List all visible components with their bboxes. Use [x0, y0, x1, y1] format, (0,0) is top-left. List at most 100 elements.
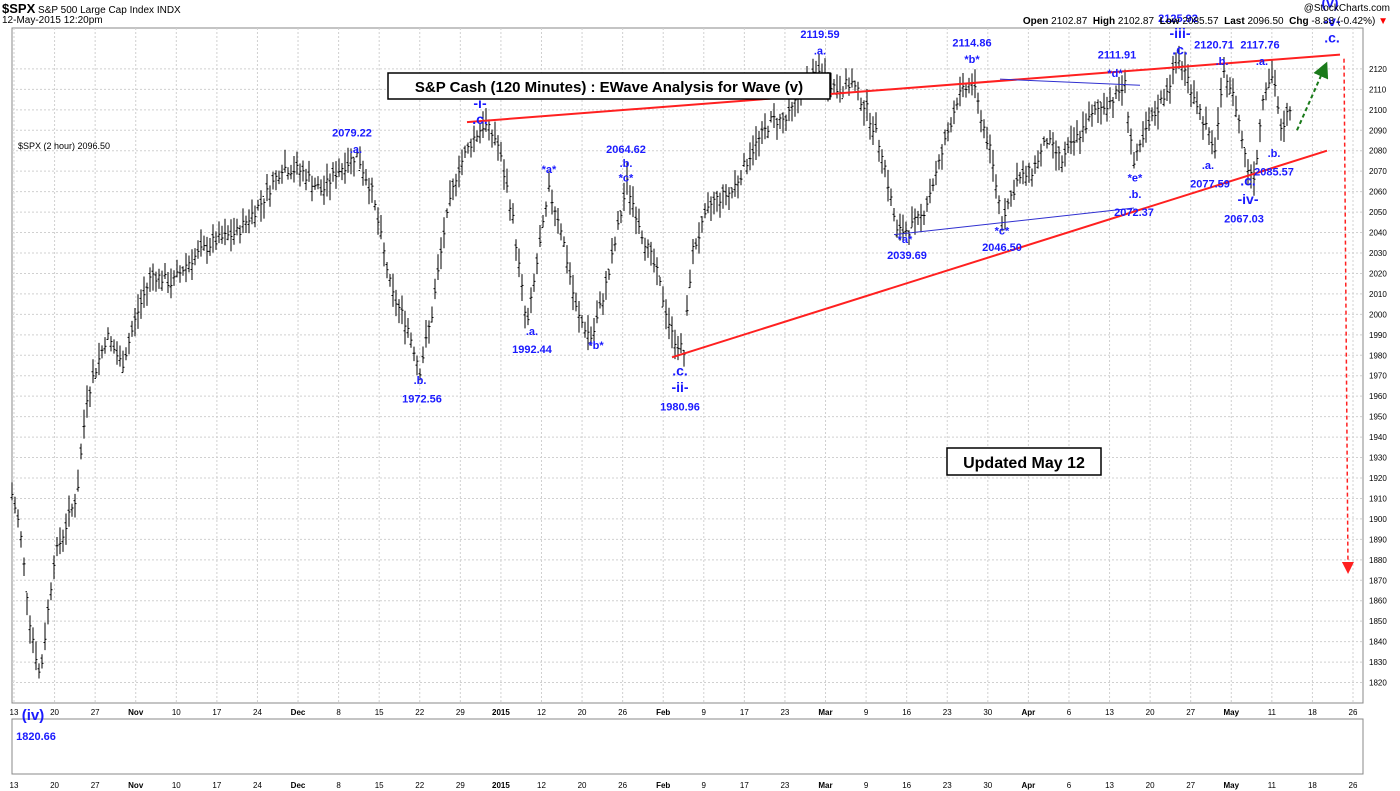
y-tick-label: 2090 [1369, 126, 1387, 135]
x-tick-label-lower: 16 [902, 781, 911, 790]
x-tick-label-lower: 27 [91, 781, 100, 790]
wave-label: .c. [1172, 42, 1188, 58]
y-tick-label: 2020 [1369, 269, 1387, 278]
blue-trendline [999, 78, 1141, 86]
wave-label: *d* [1107, 68, 1123, 80]
open-value: 2102.87 [1051, 16, 1088, 27]
x-tick-label-lower: 6 [1067, 781, 1072, 790]
x-tick-label: Dec [291, 708, 306, 717]
y-tick-label: 1870 [1369, 576, 1387, 585]
wave-label: 2067.03 [1224, 213, 1264, 225]
source-credit: @StockCharts.com [1303, 3, 1390, 14]
y-tick-label: 1930 [1369, 454, 1387, 463]
wave-label: 2117.76 [1240, 39, 1279, 51]
wave-label: 2120.71 [1194, 39, 1234, 51]
x-tick-label: 2015 [492, 708, 510, 717]
x-tick-label-lower: 17 [212, 781, 221, 790]
lower-panel [11, 718, 1364, 775]
open-label: Open [1022, 16, 1049, 27]
y-tick-label: 2110 [1369, 85, 1387, 94]
wave-label: .b. [620, 158, 633, 170]
y-tick-label: 2030 [1369, 249, 1387, 258]
x-tick-label-lower: 20 [1146, 781, 1155, 790]
x-tick-label: 9 [702, 708, 707, 717]
wave-label: .c. [672, 363, 688, 379]
y-tick-label: 1940 [1369, 433, 1387, 442]
x-tick-label-lower: 30 [983, 781, 992, 790]
chart-title: S&P Cash (120 Minutes) : EWave Analysis … [415, 79, 803, 96]
x-tick-label: May [1223, 708, 1239, 717]
x-tick-label-lower: 9 [702, 781, 707, 790]
x-tick-label: 30 [983, 708, 992, 717]
wave-label: .b. [1216, 56, 1229, 68]
wave-label: 2114.86 [952, 37, 991, 49]
y-tick-label: 1890 [1369, 535, 1387, 544]
y-tick-label: 1910 [1369, 494, 1387, 503]
wave-label: 2111.91 [1098, 50, 1137, 62]
ohlc-bars [10, 45, 1292, 679]
x-tick-label-lower: 23 [943, 781, 952, 790]
wave-label: *a* [898, 234, 913, 246]
wave-label: 2077.59 [1190, 179, 1230, 191]
down-arrow-icon: ▼ [1378, 16, 1388, 27]
wave-label: 2064.62 [606, 144, 646, 156]
wave-label: 2072.37 [1114, 207, 1154, 219]
red-trendline [671, 149, 1328, 359]
wave-label: 1992.44 [512, 344, 553, 356]
wave-label-low-value: 1820.66 [16, 731, 56, 743]
updated-note: Updated May 12 [963, 455, 1085, 472]
ticker-symbol: $SPX [2, 1, 36, 16]
y-tick-label: 2080 [1369, 147, 1387, 156]
x-tick-label-lower: 13 [1105, 781, 1114, 790]
y-tick-label: 1840 [1369, 638, 1387, 647]
wave-label: 1980.96 [660, 402, 700, 414]
x-tick-label: 22 [415, 708, 424, 717]
x-tick-label-lower: Mar [818, 781, 832, 790]
x-tick-label: 11 [1268, 708, 1277, 717]
x-tick-label-lower: 27 [1186, 781, 1195, 790]
x-tick-label: 29 [456, 708, 465, 717]
blue-trendline [893, 207, 1135, 236]
x-tick-label-lower: 23 [780, 781, 789, 790]
wave-label: -v- [1323, 13, 1340, 29]
low-value: 2085.57 [1182, 16, 1219, 27]
index-name: S&P 500 Large Cap Index [38, 5, 155, 16]
x-tick-label-lower: 10 [172, 781, 181, 790]
x-tick-label-lower: 22 [415, 781, 424, 790]
x-tick-label: 17 [740, 708, 749, 717]
y-tick-label: 1960 [1369, 392, 1387, 401]
y-tick-label: 1970 [1369, 372, 1387, 381]
y-tick-label: 2040 [1369, 229, 1387, 238]
y-tick-label: 1830 [1369, 658, 1387, 667]
wave-label: 1972.56 [402, 393, 442, 405]
x-tick-label: 20 [1146, 708, 1155, 717]
y-tick-label: 1950 [1369, 413, 1387, 422]
wave-label: .a. [350, 144, 362, 156]
x-tick-label-lower: Feb [656, 781, 670, 790]
x-tick-label-lower: 24 [253, 781, 262, 790]
x-tick-label: 9 [864, 708, 869, 717]
x-tick-label: 20 [578, 708, 587, 717]
wave-label: .b. [1129, 189, 1142, 201]
x-tick-label-lower: 20 [578, 781, 587, 790]
x-tick-label: Feb [656, 708, 670, 717]
x-tick-label: 13 [10, 708, 19, 717]
x-tick-label: 8 [336, 708, 341, 717]
x-tick-label: 26 [1349, 708, 1358, 717]
wave-label: .c. [472, 111, 488, 127]
y-tick-label: 1860 [1369, 597, 1387, 606]
x-tick-label-lower: Apr [1022, 781, 1036, 790]
wave-label: 2119.59 [800, 29, 839, 41]
red-projection-arrow [1341, 58, 1354, 574]
y-tick-label: 2050 [1369, 208, 1387, 217]
x-tick-label-lower: May [1223, 781, 1239, 790]
x-tick-label: 27 [1186, 708, 1195, 717]
y-tick-label: 1850 [1369, 617, 1387, 626]
high-label: High [1092, 16, 1116, 27]
series-legend: $SPX (2 hour) 2096.50 [18, 141, 111, 151]
wave-label-iv: (iv) [22, 707, 45, 724]
y-tick-label: 1900 [1369, 515, 1387, 524]
updated-note-box: Updated May 12 [946, 447, 1102, 476]
